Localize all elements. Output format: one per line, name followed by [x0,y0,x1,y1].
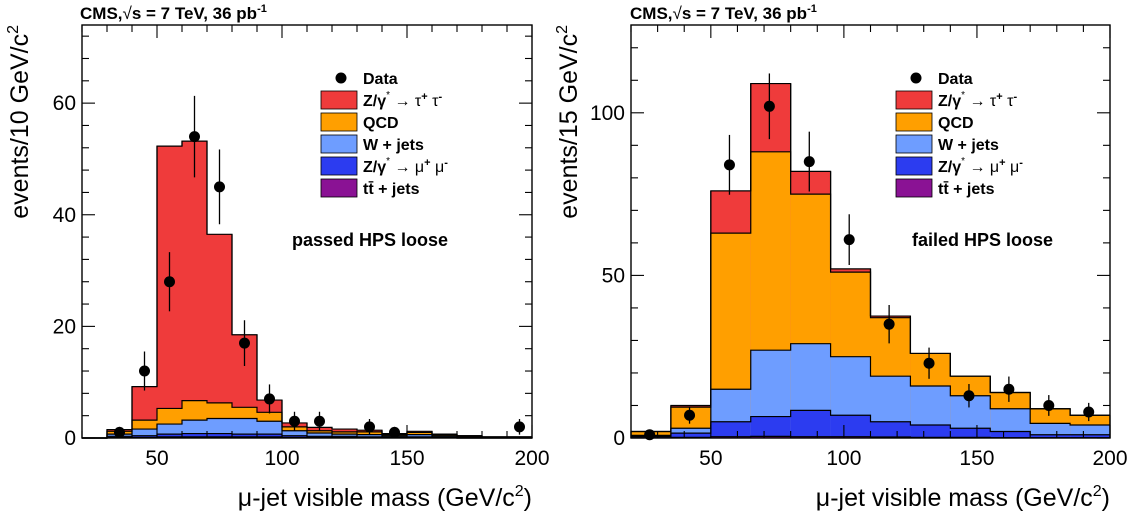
hist-bar-zmumu [157,434,182,438]
x-tick-label: 50 [699,447,722,470]
chart-header: CMS,√s = 7 TeV, 36 pb-1 [630,3,817,23]
legend-label-qcd: QCD [938,115,974,132]
annotation-text: failed HPS loose [912,230,1053,250]
hist-bar-zmumu [232,434,257,438]
x-tick-label: 100 [826,447,861,470]
hist-bar-wjets [132,429,157,438]
data-point [883,318,895,330]
legend-swatch-ztautau [320,90,358,110]
hist-bar-zmumu [790,410,831,438]
y-axis-label: events/15 GeV/c2 [554,25,583,219]
data-point [139,365,150,377]
data-point [239,337,250,349]
data-point [803,156,815,168]
x-axis-label: μ-jet visible mass (GeV/c2) [238,483,532,512]
legend: Data Z/γ* → τ+ τ- QCD W + jets Z/γ* → μ+ μ-t… [320,71,448,198]
hist-bar-ttbar [750,436,791,438]
data-point [189,131,200,143]
data-point [1043,399,1055,411]
hist-bar-zmumu [207,433,232,438]
legend-label-wjets: W + jets [363,137,424,154]
data-point [164,276,175,288]
legend-label-ttbar: tt̄ + jets [938,180,995,198]
legend-label-data: Data [938,71,973,88]
data-point [314,415,325,427]
data-point [1003,383,1015,395]
hist-bar-zmumu [182,433,207,438]
legend-label-zmumu: Z/γ* → μ+ μ- [938,156,1023,176]
x-tick-label: 150 [959,447,994,470]
hist-bar-zmumu [670,433,711,438]
hist-bar-zmumu [750,416,791,438]
legend-label-wjets: W + jets [938,137,999,154]
y-tick-label: 40 [53,204,76,227]
hist-bar-zmumu [1030,434,1071,438]
hist-bar-zmumu [1070,434,1110,438]
hist-bar-zmumu [950,428,991,438]
legend-label-ttbar: tt̄ + jets [363,180,420,198]
hist-bar-zmumu [710,421,751,438]
x-axis-label: μ-jet visible mass (GeV/c2) [816,483,1110,512]
data-point [389,426,400,438]
legend-label-data: Data [363,71,398,88]
y-axis-label: events/10 GeV/c2 [5,25,34,219]
data-point [843,234,855,246]
legend-swatch-wjets [320,134,358,154]
x-tick-label: 150 [389,447,424,470]
legend-marker-data [335,72,347,84]
legend-swatch-ttbar [320,178,358,198]
hist-bar-zmumu [870,421,911,438]
hist-bar-zmumu [257,434,282,438]
y-tick-label: 100 [590,102,625,125]
legend-label-qcd: QCD [363,115,399,132]
hist-bar-wjets [232,418,257,438]
y-tick-label: 60 [53,92,76,115]
data-point [963,390,975,402]
legend-swatch-zmumu [895,156,933,176]
data-point [214,181,225,193]
y-tick-label: 0 [64,427,76,450]
legend-label-zmumu: Z/γ* → μ+ μ- [363,156,448,176]
data-point [114,426,125,438]
legend-marker-data [910,72,922,84]
legend-swatch-ttbar [895,178,933,198]
annotation-text: passed HPS loose [292,230,448,250]
x-tick-label: 200 [1092,447,1127,470]
y-tick-label: 0 [613,427,625,450]
legend-label-ztautau: Z/γ* → τ+ τ- [938,90,1017,110]
data-point [1083,406,1095,418]
chart-header: CMS,√s = 7 TeV, 36 pb-1 [80,3,267,23]
legend-swatch-qcd [895,112,933,132]
y-tick-label: 20 [53,315,76,338]
data-point [289,415,300,427]
data-point [763,100,775,112]
legend-swatch-wjets [895,134,933,154]
x-tick-label: 100 [264,447,299,470]
legend-swatch-zmumu [320,156,358,176]
hist-bar-ztautau [182,141,207,438]
data-point [264,393,275,405]
x-tick-label: 50 [145,447,168,470]
chart-panel-2: CMS,√s = 7 TeV, 36 pb-1 50 100 150 200 0 50 100… [554,3,1128,512]
data-point [923,357,935,369]
legend-label-ztautau: Z/γ* → τ+ τ- [363,90,442,110]
data-point [684,409,696,421]
legend-swatch-ztautau [895,90,933,110]
x-tick-label: 200 [514,447,549,470]
data-point [514,421,525,433]
y-tick-label: 50 [602,264,625,287]
hist-bar-zmumu [830,415,871,438]
legend: Data Z/γ* → τ+ τ- QCD W + jets Z/γ* → μ+ μ-t… [895,71,1023,198]
data-point [723,159,735,171]
hist-bar-wjets [282,430,307,438]
chart-panel-1: CMS,√s = 7 TeV, 36 pb-1 50 100 150 200 0 20 40 6… [5,3,550,512]
hist-bar-zmumu [990,431,1031,438]
hist-bar-zmumu [910,424,951,438]
legend-swatch-qcd [320,112,358,132]
data-point [364,421,375,433]
hist-bar-wjets [307,432,332,438]
